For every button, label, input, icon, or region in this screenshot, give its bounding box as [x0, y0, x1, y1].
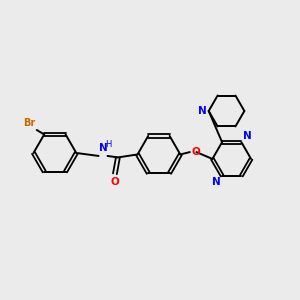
Text: N: N [199, 106, 207, 116]
Text: N: N [100, 143, 108, 153]
Text: N: N [243, 131, 252, 141]
Text: O: O [111, 177, 119, 187]
Text: O: O [191, 147, 200, 157]
Text: H: H [105, 140, 111, 149]
Text: Br: Br [23, 118, 35, 128]
Text: N: N [212, 177, 220, 187]
